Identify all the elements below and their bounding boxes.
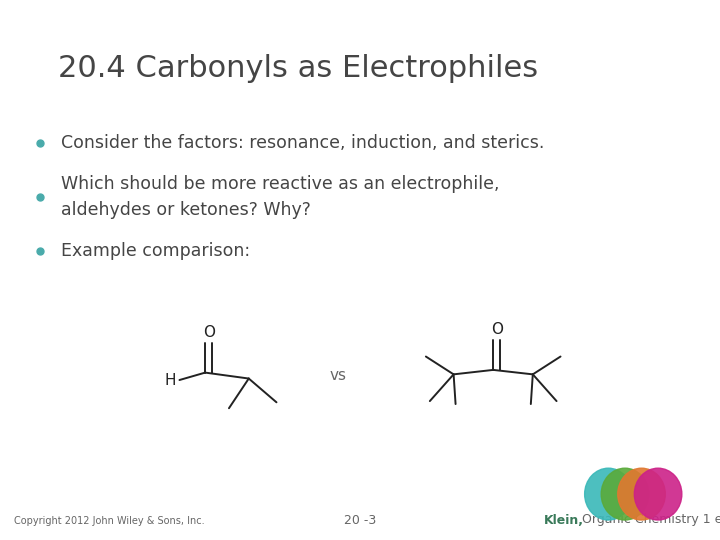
Text: O: O: [491, 322, 503, 338]
Text: Organic Chemistry 1 e: Organic Chemistry 1 e: [582, 514, 720, 526]
Text: 20.4 Carbonyls as Electrophiles: 20.4 Carbonyls as Electrophiles: [58, 54, 538, 83]
Text: Copyright 2012 John Wiley & Sons, Inc.: Copyright 2012 John Wiley & Sons, Inc.: [14, 516, 205, 526]
Text: Which should be more reactive as an electrophile,
aldehydes or ketones? Why?: Which should be more reactive as an elec…: [61, 175, 500, 219]
Ellipse shape: [634, 468, 682, 520]
Text: Consider the factors: resonance, induction, and sterics.: Consider the factors: resonance, inducti…: [61, 134, 544, 152]
Text: H: H: [164, 373, 176, 388]
Ellipse shape: [618, 468, 665, 520]
Ellipse shape: [601, 468, 649, 520]
Text: Klein,: Klein,: [544, 514, 584, 526]
Text: 20 -3: 20 -3: [344, 514, 376, 526]
Ellipse shape: [585, 468, 632, 520]
Text: vs: vs: [330, 368, 347, 383]
Text: Example comparison:: Example comparison:: [61, 242, 251, 260]
Text: O: O: [203, 325, 215, 340]
